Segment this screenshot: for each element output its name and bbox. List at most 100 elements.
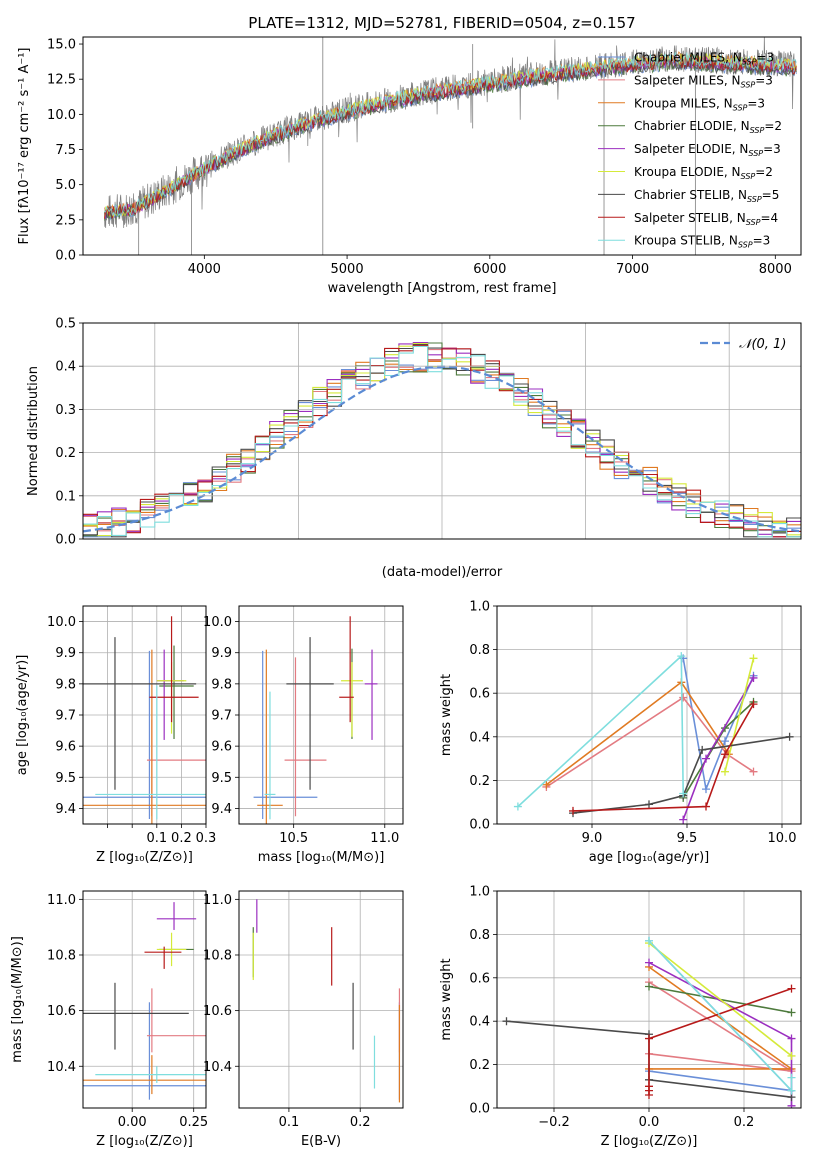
spectrum-ytick-label: 12.5 (47, 73, 76, 88)
weight_vs_age-line-chabrier_miles (682, 658, 755, 793)
legend-rest: =3 (756, 51, 774, 65)
legend-sub: SSP (742, 58, 757, 67)
weight_vs_z-xtick-label: 0.0 (639, 1115, 660, 1130)
spectrum-model-kroupa_stelib (104, 52, 797, 218)
residuals-xtick-label: 0 (438, 546, 446, 561)
weight_vs_z-xtick-label: 0.2 (734, 1115, 755, 1130)
age_vs_z-ylabel: age [log₁₀(age/yr)] (15, 655, 30, 776)
age_vs_mass-ytick-label: 9.6 (211, 740, 232, 755)
weight_vs_z-ytick-label: 0.4 (469, 1015, 490, 1030)
weight_vs_z-line-salpeter_elodie (648, 961, 793, 1106)
mass_vs_z-xtick-label: 0.00 (118, 1115, 147, 1130)
legend-label-salpeter_elodie: Salpeter ELODIE, NSSP=3 (634, 142, 781, 158)
spectrum-xlabel: wavelength [Angstrom, rest frame] (328, 281, 557, 296)
weight_vs_z-marker-salpeter_stelib (645, 1034, 653, 1043)
spectrum-ytick-label: 2.5 (55, 213, 76, 228)
mass_vs_ebv-xtick-label: 0.2 (350, 1115, 371, 1130)
age_vs_mass-xtick-label: 11.0 (370, 831, 399, 846)
mass_vs_ebv-xtick-label: 0.1 (279, 1115, 300, 1130)
weight_vs_age-frame (496, 605, 802, 825)
legend-rest: =3 (753, 234, 771, 248)
weight_vs_age-xtick-label: 9.0 (582, 831, 603, 846)
age_vs_z-frame (82, 605, 207, 825)
residuals-xtick-label: −2 (145, 546, 164, 561)
weight_vs_z-marker-salpeter_elodie (787, 1034, 796, 1043)
spectrum-model-salpeter_stelib (103, 55, 797, 219)
age_vs_mass-xlabel: mass [log₁₀(M/M⊙)] (258, 850, 385, 865)
mass_vs_ebv-ytick-label: 11.0 (203, 893, 232, 908)
age_vs_z-axes: 0.1 0.2 0.3 9.4 9.5 9.6 9.7 9.8 9.9 10.0 Z [log₁₀(… (15, 605, 216, 865)
spectrum-xtick-label: 4000 (188, 262, 221, 277)
weight_vs_age-marker-salpeter_miles (679, 693, 688, 702)
mass_vs_z-ytick-label: 10.4 (47, 1060, 76, 1075)
legend-label-salpeter_miles: Salpeter MILES, NSSP=3 (634, 73, 773, 89)
weight_vs_age-marker-salpeter_miles (749, 767, 758, 776)
mass_vs_z-frame (82, 890, 207, 1109)
weight_vs_age-ytick-label: 0.0 (469, 818, 490, 833)
weight_vs_z-ytick-label: 1.0 (469, 885, 490, 900)
legend-sub: SSP (750, 126, 765, 135)
weight_vs_z-marker-kroupa_elodie (787, 1051, 796, 1060)
legend-label-chabrier_miles: Chabrier MILES, NSSP=3 (634, 51, 774, 67)
weight_vs_age-marker-kroupa_miles (542, 780, 551, 789)
spectrum-xtick-label: 5000 (331, 262, 364, 277)
weight_vs_age-marker-chabrier_stelib (645, 800, 653, 809)
weight_vs_z-marker-kroupa_stelib (787, 1086, 796, 1095)
spectrum-ytick-label: 7.5 (55, 143, 76, 158)
weight_vs_age-ytick-label: 0.2 (469, 774, 490, 789)
legend-rest: =3 (747, 96, 765, 110)
weight_vs_z-axes: −0.2 0.0 0.2 0.0 0.2 0.4 0.6 0.8 1.0 Z [log₁₀(Z/Z… (439, 885, 802, 1149)
weight_vs_z-marker-kroupa_stelib (787, 1073, 796, 1082)
residuals-ytick-label: 0.5 (55, 317, 76, 332)
age_vs_mass-ytick-label: 9.4 (211, 802, 232, 817)
mass_vs_ebv-frame (238, 890, 404, 1109)
mass_vs_ebv-plot-area (239, 891, 403, 1108)
age_vs_mass-axes: 10.5 11.0 9.4 9.5 9.6 9.7 9.8 9.9 10.0 mass [log₁… (203, 605, 404, 865)
mass_vs_ebv-xlabel: E(B-V) (301, 1134, 341, 1149)
weight_vs_age-line-salpeter_miles (545, 696, 754, 788)
mass_vs_z-ytick-label: 11.0 (47, 893, 76, 908)
age_vs_z-xtick-label: 0.1 (146, 831, 167, 846)
weight_vs_z-marker-salpeter_stelib (645, 1082, 653, 1091)
age_vs_z-ytick-label: 9.6 (55, 740, 76, 755)
residuals-xtick-label: 2 (725, 546, 733, 561)
age_vs_z-xtick-label: 0.2 (171, 831, 192, 846)
weight_vs_age-marker-kroupa_elodie (721, 767, 729, 776)
residuals-xtick-label: 1 (581, 546, 589, 561)
legend-rest: =4 (760, 211, 778, 225)
age_vs_z-ytick-label: 9.5 (55, 771, 76, 786)
weight_vs_z-ytick-label: 0.0 (469, 1102, 490, 1117)
weight_vs_age-marker-salpeter_stelib (569, 806, 577, 815)
age_vs_mass-ytick-label: 9.8 (211, 677, 232, 692)
legend-rest: =3 (755, 73, 773, 87)
legend-label-salpeter_stelib: Salpeter STELIB, NSSP=4 (634, 211, 778, 227)
legend-label-kroupa_stelib: Kroupa STELIB, NSSP=3 (634, 234, 770, 250)
weight_vs_age-marker-salpeter_elodie (749, 673, 758, 682)
mass_vs_z-ytick-label: 10.6 (47, 1004, 76, 1019)
spectrum-ylabel: Flux [fλ10⁻¹⁷ erg cm⁻² s⁻¹ A⁻¹] (17, 48, 32, 245)
residuals-ytick-label: 0.4 (55, 360, 76, 375)
weight_vs_z-ylabel: mass weight (439, 958, 454, 1040)
mass_vs_z-ylabel: mass [log₁₀(M/M⊙)] (10, 936, 25, 1063)
weight_vs_age-ylabel: mass weight (439, 674, 454, 756)
weight_vs_age-axes: 9.0 9.5 10.0 0.0 0.2 0.4 0.6 0.8 1.0 age [log₁₀(a… (439, 600, 802, 865)
weight_vs_age-line-kroupa_elodie (724, 658, 755, 772)
residuals-xtick-label: −1 (289, 546, 308, 561)
weight_vs_age-marker-salpeter_elodie (702, 754, 710, 763)
spectrum-xtick-label: 7000 (616, 262, 649, 277)
legend-rest: =5 (762, 188, 780, 202)
spectrum-model-chabrier_stelib (103, 57, 797, 219)
weight_vs_age-marker-kroupa_stelib (513, 802, 522, 811)
weight_vs_z-line-kroupa_miles (648, 966, 794, 1070)
weight_vs_z-line-kroupa_elodie (648, 942, 792, 1057)
legend-label-kroupa_elodie: Kroupa ELODIE, NSSP=2 (634, 165, 773, 181)
spectrum-ytick-label: 0.0 (55, 249, 76, 264)
spectrum-ytick-label: 15.0 (47, 38, 76, 53)
residuals-plot-area: −2 −1 0 1 2 (83, 323, 801, 561)
weight_vs_age-marker-salpeter_stelib (702, 802, 710, 811)
mass_vs_ebv-ytick-label: 10.4 (203, 1060, 232, 1075)
mass_vs_z-xtick-label: 0.25 (179, 1115, 208, 1130)
weight_vs_age-xlabel: age [log₁₀(age/yr)] (589, 850, 710, 865)
legend-sub: SSP (741, 80, 756, 89)
